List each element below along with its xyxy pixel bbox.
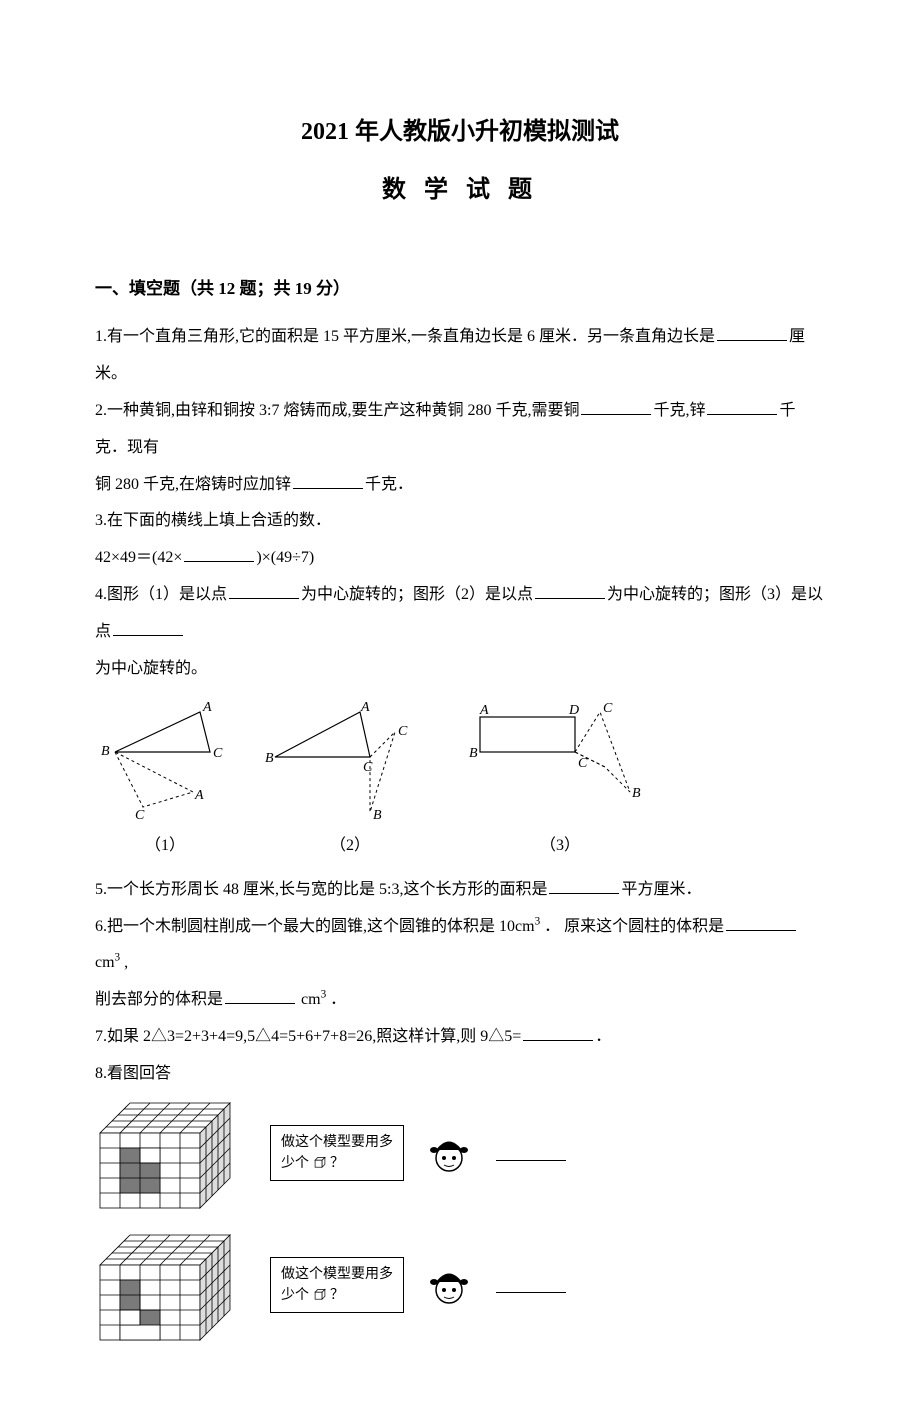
q5-text-b: 平方厘米． [621, 881, 701, 898]
q4-text-b: 为中心旋转的；图形（2）是以点 [301, 586, 533, 603]
q2-blank-2 [707, 399, 777, 415]
fig2-caption: （2） [330, 831, 370, 861]
svg-text:A: A [479, 703, 489, 718]
q6-text-b: ． 原来这个圆柱的体积是 [540, 918, 724, 935]
question-8: 8.看图回答 [95, 1056, 825, 1093]
q8-row-2: 做这个模型要用多 少个 ？ [95, 1225, 825, 1345]
svg-text:C: C [603, 701, 613, 716]
speech-bubble-1: 做这个模型要用多 少个 ？ [270, 1125, 404, 1181]
q6-text-e: 削去部分的体积是 [95, 991, 223, 1008]
small-cube-icon-2 [313, 1288, 327, 1302]
cartoon-head-icon-2 [424, 1260, 474, 1310]
q4-blank-3 [113, 620, 183, 636]
speech-bubble-2: 做这个模型要用多 少个 ？ [270, 1257, 404, 1313]
q8-blank-1 [496, 1145, 566, 1161]
cartoon-head-icon-1 [424, 1128, 474, 1178]
q4-figures: A B C A C （1） A B C C B （2） A B D C C [95, 697, 825, 861]
svg-text:C: C [398, 724, 408, 739]
question-2: 2.一种黄铜,由锌和铜按 3:7 熔铸而成,要生产这种黄铜 280 千克,需要铜… [95, 393, 825, 503]
main-title-line1: 2021 年人教版小升初模拟测试 [95, 110, 825, 156]
svg-text:A: A [194, 788, 204, 803]
svg-text:B: B [632, 786, 641, 801]
q5-text-a: 5.一个长方形周长 48 厘米,长与宽的比是 5:3,这个长方形的面积是 [95, 881, 547, 898]
figure-1-svg: A B C A C [95, 697, 235, 827]
bubble2-b: 少个 [281, 1288, 309, 1303]
svg-text:B: B [265, 751, 274, 766]
section-1-header: 一、填空题（共 12 题；共 19 分） [95, 273, 825, 305]
svg-text:C: C [213, 746, 223, 761]
q6-text-d: , [120, 954, 128, 971]
q8-text: 8.看图回答 [95, 1065, 171, 1082]
bubble2-c: ？ [330, 1288, 344, 1303]
q3-eq-a: 42×49＝(42× [95, 549, 182, 566]
q4-blank-2 [535, 583, 605, 599]
q4-text-a: 4.图形（1）是以点 [95, 586, 227, 603]
question-3: 3.在下面的横线上填上合适的数． 42×49＝(42× )×(49÷7) [95, 503, 825, 577]
question-6: 6.把一个木制圆柱削成一个最大的圆锥,这个圆锥的体积是 10cm3 ． 原来这个… [95, 909, 825, 1019]
q6-text-g: ． [326, 991, 346, 1008]
q2-text-d: 铜 280 千克,在熔铸时应加锌 [95, 476, 291, 493]
main-title-line2: 数 学 试 题 [95, 168, 825, 214]
bubble1-c: ？ [330, 1156, 344, 1171]
q6-text-a: 6.把一个木制圆柱削成一个最大的圆锥,这个圆锥的体积是 10cm [95, 918, 535, 935]
q2-text-e: 千克． [365, 476, 413, 493]
figure-3-svg: A B D C C B [465, 697, 655, 827]
q6-blank-1 [726, 915, 796, 931]
q1-text-a: 1.有一个直角三角形,它的面积是 15 平方厘米,一条直角边长是 6 厘米．另一… [95, 328, 715, 345]
q8-figures: 做这个模型要用多 少个 ？ [95, 1093, 825, 1357]
q8-blank-2 [496, 1277, 566, 1293]
fig3-caption: （3） [540, 831, 580, 861]
q5-blank [549, 878, 619, 894]
q4-text-d: 为中心旋转的。 [95, 660, 207, 677]
q2-text-b: 千克,锌 [653, 402, 705, 419]
question-7: 7.如果 2△3=2+3+4=9,5△4=5+6+7+8=26,照这样计算,则 … [95, 1019, 825, 1056]
bubble1-b: 少个 [281, 1156, 309, 1171]
question-4: 4.图形（1）是以点为中心旋转的；图形（2）是以点为中心旋转的；图形（3）是以点… [95, 577, 825, 687]
q3-blank [184, 546, 254, 562]
q3-eq-b: )×(49÷7) [256, 549, 314, 566]
figure-2: A B C C B （2） [265, 697, 435, 861]
q6-text-c: cm [95, 954, 115, 971]
q4-blank-1 [229, 583, 299, 599]
bubble2-a: 做这个模型要用多 [281, 1267, 393, 1282]
q7-text-b: ． [595, 1028, 611, 1045]
cube-model-2 [95, 1225, 250, 1345]
svg-text:D: D [568, 703, 579, 718]
svg-text:A: A [360, 700, 370, 715]
q6-text-f: cm [297, 991, 321, 1008]
question-1: 1.有一个直角三角形,它的面积是 15 平方厘米,一条直角边长是 6 厘米．另一… [95, 319, 825, 393]
svg-text:B: B [101, 744, 110, 759]
q7-blank [523, 1025, 593, 1041]
q7-text-a: 7.如果 2△3=2+3+4=9,5△4=5+6+7+8=26,照这样计算,则 … [95, 1028, 521, 1045]
q3-text: 3.在下面的横线上填上合适的数． [95, 512, 331, 529]
svg-text:C: C [135, 808, 145, 823]
svg-text:B: B [469, 746, 478, 761]
q1-blank [717, 325, 787, 341]
fig1-caption: （1） [145, 831, 185, 861]
figure-2-svg: A B C C B [265, 697, 435, 827]
small-cube-icon-1 [313, 1156, 327, 1170]
figure-3: A B D C C B （3） [465, 697, 655, 861]
question-5: 5.一个长方形周长 48 厘米,长与宽的比是 5:3,这个长方形的面积是 平方厘米… [95, 872, 825, 909]
figure-1: A B C A C （1） [95, 697, 235, 861]
q6-blank-2 [225, 988, 295, 1004]
svg-text:A: A [202, 700, 212, 715]
cube-model-1 [95, 1093, 250, 1213]
svg-text:B: B [373, 808, 382, 823]
svg-text:C: C [578, 756, 588, 771]
q2-blank-3 [293, 473, 363, 489]
q8-row-1: 做这个模型要用多 少个 ？ [95, 1093, 825, 1213]
bubble1-a: 做这个模型要用多 [281, 1135, 393, 1150]
q2-blank-1 [581, 399, 651, 415]
q2-text-a: 2.一种黄铜,由锌和铜按 3:7 熔铸而成,要生产这种黄铜 280 千克,需要铜 [95, 402, 579, 419]
svg-text:C: C [363, 760, 373, 775]
